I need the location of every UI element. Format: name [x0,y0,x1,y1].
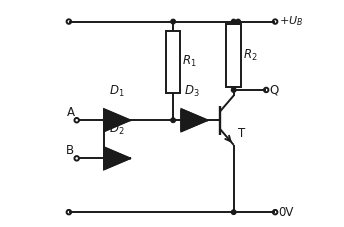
Bar [226,24,241,87]
Text: $R_1$: $R_1$ [182,54,197,69]
Text: B: B [66,144,74,157]
Text: T: T [238,127,245,140]
Polygon shape [104,109,130,131]
Circle shape [232,88,236,92]
Bar [166,31,180,93]
Text: $D_1$: $D_1$ [109,84,125,99]
Polygon shape [181,109,207,131]
Circle shape [232,19,236,24]
Text: $R_2$: $R_2$ [243,48,257,63]
Circle shape [171,118,175,123]
Text: A: A [66,106,74,119]
Text: $D_3$: $D_3$ [184,84,200,99]
Text: Q: Q [270,84,279,96]
Text: 0V: 0V [279,206,294,219]
Circle shape [236,19,240,24]
Polygon shape [104,147,130,169]
Text: $D_2$: $D_2$ [109,122,125,137]
Circle shape [171,19,175,24]
Text: $+U_B$: $+U_B$ [279,15,303,28]
Circle shape [232,210,236,214]
